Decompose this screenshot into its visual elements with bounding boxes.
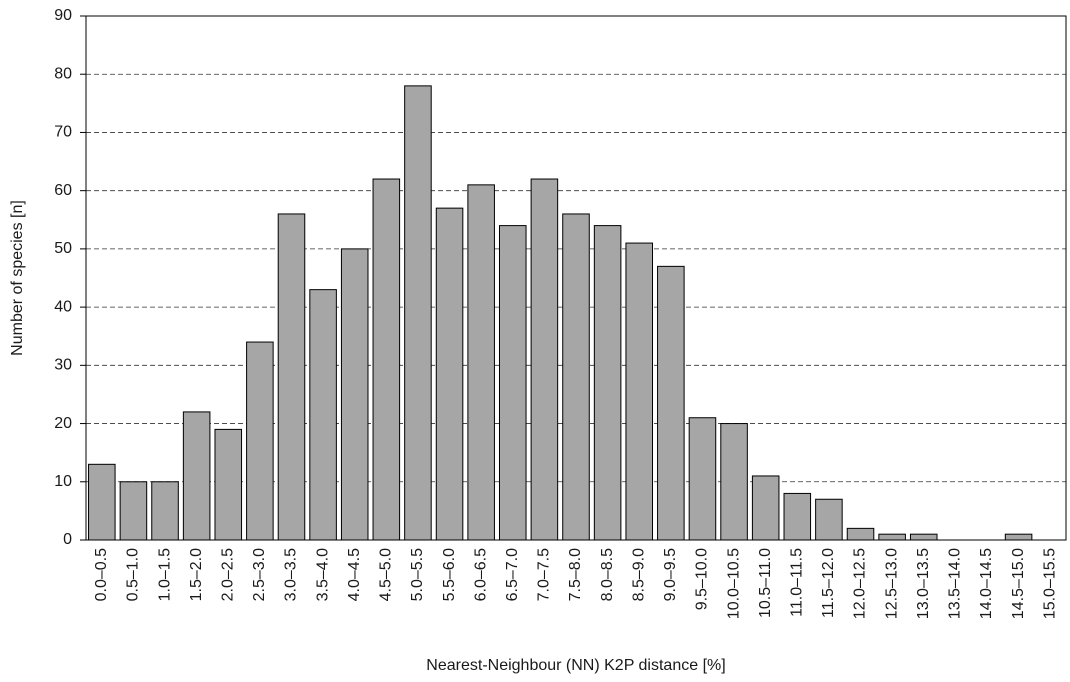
x-tick-label: 4.5–5.0 (378, 548, 395, 601)
x-tick-label: 14.5–15.0 (1010, 548, 1027, 619)
bar (498, 225, 527, 541)
y-axis-label: Number of species [n] (9, 200, 26, 356)
x-tick-label: 2.5–3.0 (251, 548, 268, 601)
x-tick-label: 0.0–0.5 (93, 548, 110, 601)
x-tick-label: 3.0–3.5 (283, 548, 300, 601)
x-tick-label: 8.5–9.0 (630, 548, 647, 601)
y-tick-label: 20 (54, 415, 72, 432)
x-tick-label: 5.0–5.5 (409, 548, 426, 601)
x-tick-label: 15.0–15.5 (1041, 548, 1058, 619)
x-tick-label: 4.0–4.5 (346, 548, 363, 601)
x-tick-label: 12.5–13.0 (883, 548, 900, 619)
bar (246, 341, 274, 541)
bar (182, 411, 211, 541)
x-tick-label: 7.5–8.0 (567, 548, 584, 601)
bar (815, 498, 843, 541)
x-tick-label: 11.5–12.0 (820, 548, 837, 618)
x-tick-label: 9.5–10.0 (694, 548, 711, 610)
x-tick-label: 10.0–10.5 (725, 548, 742, 619)
bar (404, 85, 432, 541)
y-tick-label: 90 (54, 7, 72, 24)
x-tick-label: 6.5–7.0 (504, 548, 521, 601)
x-tick-label: 0.5–1.0 (125, 548, 142, 601)
x-tick-label: 8.0–8.5 (599, 548, 616, 601)
bar (909, 533, 938, 541)
x-tick-label: 13.0–13.5 (915, 548, 932, 619)
x-tick-label: 13.5–14.0 (947, 548, 964, 619)
x-tick-label: 1.0–1.5 (156, 548, 173, 601)
bar (214, 428, 243, 541)
bar (435, 207, 464, 541)
y-tick-label: 30 (54, 357, 72, 374)
y-tick-label: 60 (54, 182, 72, 199)
bar (1004, 533, 1033, 541)
x-tick-label: 2.0–2.5 (219, 548, 236, 601)
bar (88, 463, 116, 541)
bar (878, 533, 906, 541)
x-tick-label: 12.0–12.5 (852, 548, 869, 619)
y-tick-label: 40 (54, 298, 72, 315)
x-tick-label: 7.0–7.5 (536, 548, 553, 601)
bar (562, 213, 590, 541)
y-tick-label: 0 (63, 531, 72, 548)
bar (593, 225, 622, 541)
x-axis-label: Nearest-Neighbour (NN) K2P distance [%] (426, 657, 725, 674)
bar (846, 527, 875, 541)
bar (657, 265, 685, 541)
bar (530, 178, 559, 541)
x-tick-label: 1.5–2.0 (188, 548, 205, 601)
bar (372, 178, 401, 541)
bar (340, 248, 369, 541)
bar (119, 481, 148, 541)
x-tick-label: 3.5–4.0 (314, 548, 331, 601)
bar (720, 423, 748, 541)
x-tick-label: 9.0–9.5 (662, 548, 679, 601)
x-tick-label: 11.0–11.5 (789, 548, 806, 617)
bar (783, 492, 812, 541)
y-tick-label: 70 (54, 124, 72, 141)
bar (751, 475, 780, 541)
x-tick-label: 6.0–6.5 (472, 548, 489, 601)
bar (625, 242, 654, 541)
y-tick-label: 10 (54, 473, 72, 490)
bar (309, 289, 337, 541)
x-tick-label: 10.5–11.0 (757, 548, 774, 618)
bar (688, 417, 717, 541)
bar (151, 481, 179, 541)
x-tick-label: 5.5–6.0 (441, 548, 458, 601)
bar (277, 213, 306, 541)
y-tick-label: 50 (54, 240, 72, 257)
bar (467, 184, 495, 541)
y-tick-label: 80 (54, 65, 72, 82)
x-tick-label: 14.0–14.5 (978, 548, 995, 619)
